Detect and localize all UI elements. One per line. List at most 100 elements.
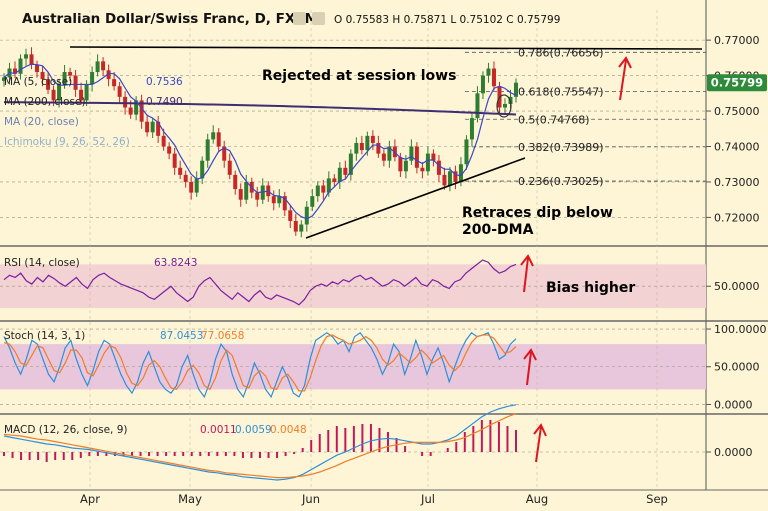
stoch-d-line[interactable] <box>3 334 517 392</box>
candle-body <box>469 118 474 140</box>
legend-stoch: Stoch (14, 3, 1) <box>4 330 85 342</box>
candle-body <box>189 181 194 193</box>
fib-level-label: 0.236(0.73025) <box>518 175 604 188</box>
candle-body <box>403 160 408 172</box>
fib-level-label: 0.382(0.73989) <box>518 141 604 154</box>
candle-body <box>282 196 287 211</box>
ma200-line[interactable] <box>3 101 517 116</box>
settings-icon[interactable] <box>312 12 325 25</box>
candle-body <box>106 70 111 80</box>
candle-body <box>398 157 403 172</box>
macd-line[interactable] <box>3 404 517 481</box>
candle-body <box>200 160 205 179</box>
legend-rsi-value: 63.8243 <box>154 257 197 269</box>
candle-body <box>216 132 221 147</box>
candle-body <box>514 82 518 97</box>
candle-body <box>101 61 106 71</box>
candle-body <box>475 93 480 119</box>
price-axis-tick-label: 0.73000 <box>714 176 760 189</box>
resistance-trendline[interactable] <box>69 46 703 50</box>
signal-line[interactable] <box>3 413 517 479</box>
time-axis-label: Apr <box>80 492 100 506</box>
last-price-badge: 0.75799 <box>707 74 767 92</box>
candle-body <box>51 89 56 101</box>
candle-body <box>442 174 447 186</box>
candle-body <box>117 86 122 97</box>
candle-body <box>244 181 249 200</box>
candle-body <box>205 139 210 161</box>
candlesticks[interactable] <box>2 47 518 238</box>
candle-body <box>57 84 62 101</box>
candle-body <box>326 178 331 193</box>
candle-body <box>420 167 425 172</box>
candle-body <box>288 210 293 221</box>
candle-body <box>370 135 375 143</box>
time-axis-label: Jul <box>420 492 435 506</box>
candle-body <box>260 185 265 200</box>
candle-body <box>343 167 348 175</box>
candle-body <box>387 146 392 161</box>
candle-body <box>381 153 386 161</box>
legend-macd-hist: 0.0011 <box>200 424 237 436</box>
time-axis-label: Jun <box>301 492 320 506</box>
candle-body <box>211 132 216 140</box>
candle-body <box>73 75 78 90</box>
candle-body <box>134 100 139 115</box>
support-trendline[interactable] <box>305 157 526 239</box>
candle-body <box>40 72 45 80</box>
chart-background <box>0 0 706 511</box>
stoch-k-line[interactable] <box>3 331 517 399</box>
candle-body <box>24 54 29 59</box>
candle-body <box>13 68 18 74</box>
candle-body <box>183 174 188 182</box>
candle-body <box>161 135 166 147</box>
header-controls[interactable] <box>293 12 325 25</box>
candle-body <box>178 167 183 175</box>
fib-level-label: 0.786(0.76656) <box>518 46 604 59</box>
rsi-line[interactable] <box>3 259 517 306</box>
fib-level-label: 0.5(0.74768) <box>518 113 590 126</box>
macd-histogram <box>3 420 517 462</box>
grid-lines <box>0 10 706 488</box>
highlight-ellipse <box>496 94 512 118</box>
legend-rsi: RSI (14, close) <box>4 257 80 269</box>
candle-body <box>123 96 128 108</box>
legend-ma200-value: 0.7490 <box>146 96 183 108</box>
annotation-200dma: 200-DMA <box>462 222 534 238</box>
legend-macd: MACD (12, 26, close, 9) <box>4 424 127 436</box>
time-axis-label: Sep <box>646 492 668 506</box>
arrow-up-icon-macd <box>533 423 547 463</box>
candle-body <box>194 178 199 193</box>
time-axis-label: May <box>178 492 202 506</box>
legend-ma20: MA (20, close) <box>4 116 79 128</box>
price-axis-tick-label: 0.74000 <box>714 141 760 154</box>
candle-body <box>436 160 441 175</box>
candle-body <box>453 171 458 182</box>
candle-body <box>18 58 23 74</box>
candle-body <box>310 196 315 207</box>
candle-body <box>79 89 84 101</box>
candle-body <box>84 84 89 101</box>
candle-body <box>431 153 436 161</box>
candle-body <box>167 146 172 154</box>
fib-level-label: 0.618(0.75547) <box>518 86 604 99</box>
candle-body <box>29 54 34 65</box>
candle-body <box>2 77 6 81</box>
candle-body <box>271 196 276 204</box>
candle-body <box>464 139 469 165</box>
candle-body <box>376 142 381 154</box>
candle-body <box>502 103 507 108</box>
stoch-axis-tick-label: 50.0000 <box>714 361 760 374</box>
candle-body <box>139 100 144 122</box>
visibility-toggle-icon[interactable] <box>293 12 306 25</box>
candle-body <box>172 153 177 168</box>
legend-ma5: MA (5, close) <box>4 76 72 88</box>
candle-body <box>128 107 133 115</box>
last-price-value: 0.75799 <box>711 76 763 90</box>
stoch-axis-tick-label: 100.0000 <box>714 323 767 336</box>
ma5-line[interactable] <box>3 63 517 220</box>
fibonacci-levels: 0.786(0.76656) 0.618(0.75547) 0.5(0.74768)… <box>465 46 706 188</box>
annotation-bias-higher: Bias higher <box>546 280 635 296</box>
arrow-up-icon-price <box>618 56 632 101</box>
